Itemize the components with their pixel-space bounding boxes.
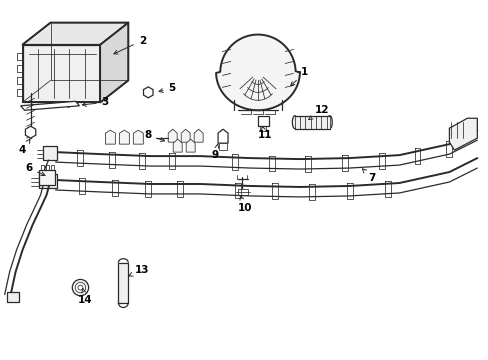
Polygon shape [7, 292, 19, 302]
Polygon shape [448, 118, 476, 150]
Circle shape [67, 104, 70, 107]
Polygon shape [133, 130, 143, 144]
Circle shape [145, 90, 150, 95]
Text: 5: 5 [159, 84, 176, 93]
Polygon shape [39, 174, 57, 188]
Polygon shape [25, 126, 36, 138]
Text: 10: 10 [237, 196, 252, 213]
Text: 6: 6 [25, 163, 45, 176]
Polygon shape [238, 189, 247, 195]
Polygon shape [22, 45, 100, 102]
Polygon shape [173, 139, 182, 152]
Text: 14: 14 [78, 289, 93, 305]
Polygon shape [42, 146, 57, 160]
Polygon shape [181, 129, 190, 142]
Ellipse shape [292, 116, 297, 129]
Polygon shape [168, 129, 177, 142]
Text: 8: 8 [144, 130, 164, 141]
Circle shape [43, 104, 46, 107]
Polygon shape [219, 143, 226, 150]
Polygon shape [118, 263, 128, 307]
Text: 11: 11 [257, 126, 272, 140]
Circle shape [75, 282, 85, 293]
Polygon shape [100, 23, 128, 102]
Text: 12: 12 [308, 105, 328, 120]
Text: 4: 4 [19, 139, 30, 155]
Polygon shape [118, 263, 128, 302]
Text: 7: 7 [362, 169, 375, 183]
Polygon shape [39, 170, 55, 185]
Polygon shape [20, 101, 80, 110]
Text: 2: 2 [114, 36, 145, 54]
Circle shape [31, 104, 34, 107]
Polygon shape [119, 130, 129, 144]
Circle shape [55, 104, 58, 107]
Circle shape [78, 285, 83, 290]
Polygon shape [194, 129, 203, 142]
Text: 13: 13 [128, 265, 149, 276]
Text: 1: 1 [290, 67, 308, 86]
Text: 3: 3 [82, 97, 109, 107]
Polygon shape [216, 35, 299, 110]
Polygon shape [105, 130, 115, 144]
Ellipse shape [326, 116, 331, 129]
Polygon shape [22, 23, 128, 45]
Polygon shape [186, 139, 195, 152]
Polygon shape [258, 116, 268, 126]
Polygon shape [218, 129, 227, 143]
Polygon shape [143, 87, 153, 98]
Text: 9: 9 [211, 144, 218, 160]
Circle shape [72, 279, 88, 296]
Polygon shape [294, 116, 329, 129]
